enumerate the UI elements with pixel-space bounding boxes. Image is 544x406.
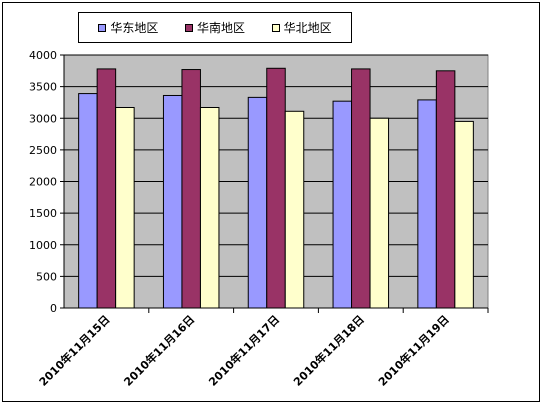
y-tick-label: 3000 <box>29 112 57 125</box>
bar <box>181 69 201 309</box>
bar <box>369 117 390 309</box>
x-category-label: 2010年11月15日 <box>36 312 113 389</box>
y-tick-label: 4000 <box>29 49 57 62</box>
bar <box>96 68 117 309</box>
legend-item: 华北地区 <box>271 19 332 36</box>
legend-swatch <box>271 23 280 32</box>
bar <box>78 93 98 309</box>
legend-label: 华北地区 <box>283 21 332 35</box>
x-category-label: 2010年11月19日 <box>375 312 452 389</box>
bar <box>332 100 353 309</box>
legend-item: 华南地区 <box>184 19 245 36</box>
bar <box>435 70 456 309</box>
bar <box>454 120 474 309</box>
legend-label: 华南地区 <box>196 21 245 35</box>
bar <box>417 99 437 309</box>
bar <box>266 67 286 309</box>
bar <box>199 106 220 309</box>
y-tick-label: 1500 <box>29 207 57 220</box>
x-category-label: 2010年11月16日 <box>121 312 198 389</box>
bar <box>284 110 305 309</box>
legend-item: 华东地区 <box>98 19 158 36</box>
y-tick-label: 3500 <box>29 81 57 94</box>
y-tick-label: 2500 <box>29 144 57 157</box>
bar <box>115 106 135 309</box>
y-tick-label: 1000 <box>29 239 57 252</box>
legend-swatch <box>184 23 193 32</box>
bar <box>162 94 183 309</box>
chart-legend: 华东地区 华南地区 华北地区 <box>78 12 352 43</box>
y-tick-label: 500 <box>36 270 57 283</box>
y-tick-label: 2000 <box>29 176 57 189</box>
x-category-label: 2010年11月18日 <box>290 312 367 389</box>
legend-label: 华东地区 <box>110 21 159 35</box>
bar <box>247 96 268 309</box>
x-category-label: 2010年11月17日 <box>206 312 283 389</box>
legend-swatch <box>98 23 107 32</box>
y-tick-label: 0 <box>50 302 57 315</box>
bar <box>351 68 371 309</box>
